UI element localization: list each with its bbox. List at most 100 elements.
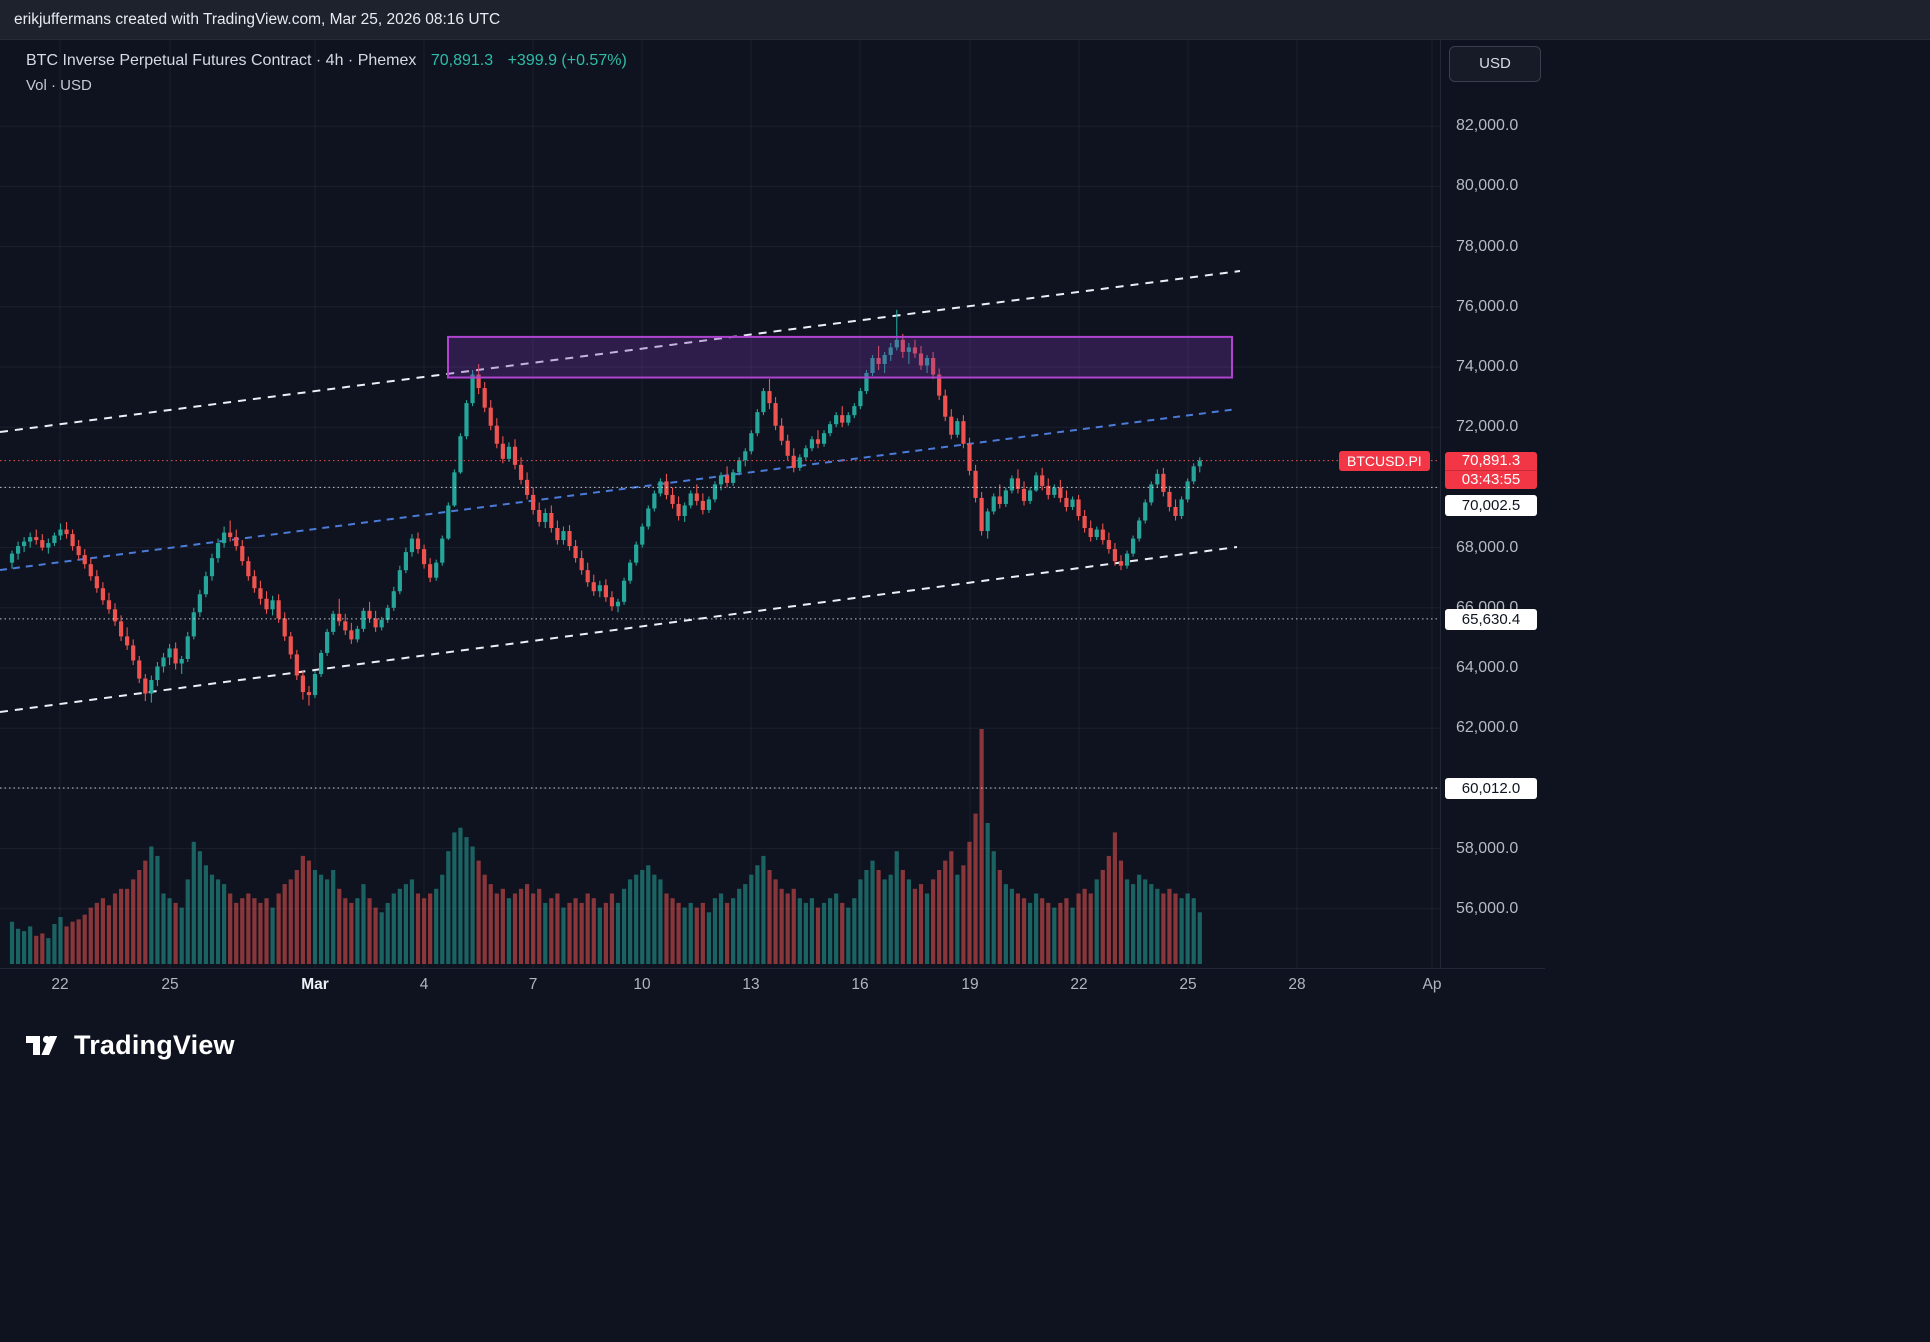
volume-bar [646,865,651,964]
price-line-symbol-badge: BTCUSD.PI [1339,451,1430,471]
horizontal-lines-layer [0,460,1440,789]
candle-up [440,538,445,563]
time-axis-label: 28 [1288,976,1306,993]
volume-bar [361,884,366,964]
candle-down [694,493,699,501]
candle-up [1027,490,1033,501]
candle-up [167,648,172,658]
candle-up [409,538,415,553]
volume-bar [458,827,463,964]
volume-bar [1179,898,1184,964]
candle-down [585,570,590,583]
chart-pane[interactable]: BTC Inverse Perpetual Futures Contract ·… [0,40,1930,968]
candle-up [803,448,808,458]
candle-up [434,562,439,578]
volume-bar [718,893,724,964]
volume-bar [924,893,930,964]
price-axis[interactable]: USD 82,000.0 80,000.0 78,000.0 76,000.0 74,0… [1440,40,1585,968]
median-trend-line[interactable] [0,408,1238,571]
volume-bar [415,893,421,964]
volume-bar [573,898,578,964]
candle-down [779,425,784,441]
volume-bar [246,893,251,964]
candle-down [900,339,905,352]
candle-down [494,425,499,444]
chart-legend: BTC Inverse Perpetual Futures Contract ·… [26,52,627,94]
candle-down [573,546,578,559]
volume-bar [652,874,657,964]
volume-bar [343,898,348,964]
trendlines-layer[interactable] [0,270,1241,713]
candle-down [912,347,918,354]
volume-bar [743,884,748,964]
volume-bar [900,870,905,964]
volume-bar [82,914,87,964]
candle-up [1131,538,1136,554]
price-tick-label: 72,000.0 [1456,418,1519,436]
candle-down [421,549,427,565]
volume-bar [403,884,408,964]
candle-up [1149,484,1154,503]
candle-down [676,503,681,516]
tradingview-logo[interactable]: TradingView [24,1030,235,1061]
volume-bar [1021,898,1027,964]
volume-bar [118,888,124,964]
candle-up [325,631,330,653]
price-tick-label: 58,000.0 [1456,839,1519,857]
volume-bar [852,898,857,964]
candle-down [670,494,675,504]
candle-up [22,541,27,547]
resistance-zone-box[interactable] [447,335,1233,379]
candle-down [343,621,348,631]
candle-up [1185,481,1190,500]
volume-bar [755,865,760,964]
candle-up [834,415,839,425]
legend-price-change: +399.9 (+0.57%) [507,52,627,69]
resistance-box-layer[interactable] [447,335,1233,379]
candle-down [40,540,45,548]
candlestick-chart-canvas[interactable] [0,40,1440,968]
level-badge-70002: 70,002.5 [1445,495,1537,516]
volume-bar [409,879,415,964]
candle-up [1155,473,1160,485]
legend-last-price: 70,891.3 [430,52,494,69]
candle-up [706,499,711,510]
upper-channel-line[interactable] [0,270,1241,433]
volume-bar [1143,879,1148,964]
volume-bar [821,902,827,964]
volume-bar [1131,884,1136,964]
candle-down [34,537,39,541]
candle-up [46,543,51,548]
volume-bar [1149,884,1154,964]
volume-bar [779,888,784,964]
volume-bar [1088,893,1093,964]
symbol-title[interactable]: BTC Inverse Perpetual Futures Contract ·… [26,52,417,69]
candle-up [688,493,693,506]
volume-bar [1009,888,1014,964]
volume-bar [518,888,524,964]
volume-bar [731,898,736,964]
attribution-text: erikjuffermans created with TradingView.… [14,11,501,28]
candle-down [876,357,881,364]
volume-bar [355,898,360,964]
time-axis[interactable]: 22 25 Mar 4 7 10 13 16 19 22 25 28 Ap [0,968,1930,1002]
volume-indicator-label[interactable]: Vol · USD [26,77,92,94]
volume-bar [1112,832,1118,964]
volume-bar [609,893,615,964]
candle-down [173,648,178,664]
candle-down [943,395,948,417]
candle-up [331,613,336,632]
candle-up [991,496,996,512]
candle-down [282,618,287,637]
volume-bar [664,893,669,964]
candle-down [488,407,493,426]
candle-down [294,654,299,676]
volume-bar [258,902,263,964]
volume-bar [658,879,663,964]
time-axis-label: 25 [1179,976,1197,993]
candle-up [1179,499,1184,516]
candle-down [1100,529,1105,541]
currency-toggle-button[interactable]: USD [1449,46,1541,82]
lower-channel-line[interactable] [0,546,1238,713]
volume-bar [1015,893,1021,964]
